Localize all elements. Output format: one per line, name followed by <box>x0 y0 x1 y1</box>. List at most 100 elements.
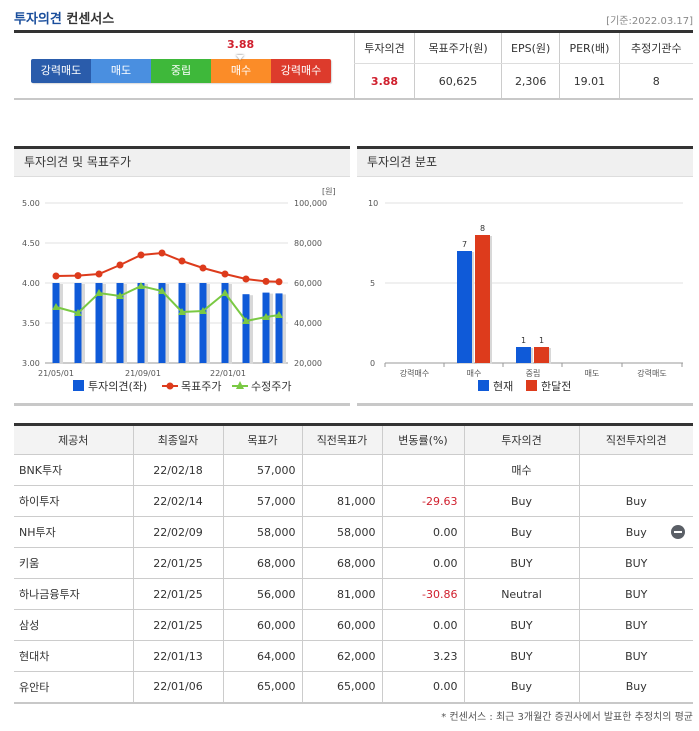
col-header-prev-opinion: 직전투자의견 <box>578 423 693 455</box>
prev-target-cell: 62,000 <box>301 640 382 672</box>
opinion-bar <box>158 283 166 363</box>
change-rate-cell: 0.00 <box>381 547 464 579</box>
adjusted-price-point <box>275 311 283 318</box>
target-price-point <box>275 278 283 286</box>
collapse-minus-icon[interactable] <box>671 525 685 539</box>
target-price-point <box>137 251 145 259</box>
consensus-score-marker: 3.88 <box>227 38 255 51</box>
left-panel-footline <box>14 403 350 406</box>
change-rate-cell: 3.23 <box>381 640 464 672</box>
footnote: * 컨센서스 : 최근 3개월간 증권사에서 발표한 추정치의 평균 <box>441 712 693 723</box>
svg-text:5: 5 <box>370 279 375 288</box>
opinion-bar <box>95 283 103 363</box>
col-header-change: 변동률(%) <box>381 423 464 455</box>
target-price-cell: 60,000 <box>222 609 302 641</box>
svg-text:21/09/01: 21/09/01 <box>125 369 161 378</box>
provider-cell: 키움 <box>14 547 133 579</box>
table-row: 하이투자 22/02/14 57,000 81,000 -29.63 Buy Buy <box>14 485 693 517</box>
svg-text:한달전: 한달전 <box>541 380 571 393</box>
scale-neutral: 중립 <box>151 59 211 83</box>
legend-target-price-marker <box>166 382 174 390</box>
score-pointer-icon <box>236 55 244 60</box>
opinion-cell: Buy <box>463 671 579 704</box>
opinion-cell: Neutral <box>463 578 579 610</box>
prev-target-cell: 60,000 <box>301 609 382 641</box>
svg-text:강력매수: 강력매수 <box>400 368 429 378</box>
prev-opinion-cell: BUY <box>578 609 693 641</box>
prev-target-cell: 81,000 <box>301 578 382 610</box>
provider-cell: 유안타 <box>14 671 133 704</box>
adjusted-price-point <box>221 289 229 296</box>
prev-opinion-cell: BUY <box>578 640 693 672</box>
legend-current-swatch <box>478 380 489 391</box>
svg-text:중립: 중립 <box>526 369 541 378</box>
target-price-point <box>178 257 186 265</box>
change-rate-cell: 0.00 <box>381 516 464 548</box>
provider-cell: 하이투자 <box>14 485 133 517</box>
summary-header: PER(배) <box>559 33 620 64</box>
right-panel-topline <box>357 146 693 149</box>
opinion-bar <box>221 283 229 363</box>
legend-opinion-swatch <box>73 380 84 391</box>
adjusted-price-point <box>116 292 124 299</box>
summary-target-price: 60,625 <box>413 63 502 100</box>
target-price-point <box>116 261 124 269</box>
adjusted-price-point <box>158 287 166 294</box>
left-panel-topline <box>14 146 350 149</box>
summary-header: 목표주가(원) <box>413 33 502 64</box>
col-header-opinion: 투자의견 <box>463 423 579 455</box>
scale-sell: 매도 <box>91 59 151 83</box>
prev-target-cell: 81,000 <box>301 485 382 517</box>
svg-text:수정주가: 수정주가 <box>251 380 291 393</box>
prev-opinion-cell: Buy <box>578 516 693 548</box>
broker-opinion-table: 제공처 최종일자 목표가 직전목표가 변동률(%) 투자의견 직전투자의견 BN… <box>14 423 693 704</box>
legend-adjusted-price-marker <box>236 381 244 389</box>
prev-target-cell: 68,000 <box>301 547 382 579</box>
target-price-point <box>199 264 207 272</box>
adjusted-price-point <box>178 308 186 315</box>
provider-cell: 삼성 <box>14 609 133 641</box>
target-price-point <box>74 272 82 280</box>
change-rate-cell: 0.00 <box>381 609 464 641</box>
opinion-bar <box>199 283 207 363</box>
target-price-cell: 58,000 <box>222 516 302 548</box>
provider-cell: 하나금융투자 <box>14 578 133 610</box>
table-row: NH투자 22/02/09 58,000 58,000 0.00 Buy Buy <box>14 516 693 548</box>
provider-cell: NH투자 <box>14 516 133 548</box>
col-header-date: 최종일자 <box>132 423 223 455</box>
adjusted-price-point <box>137 282 145 289</box>
svg-text:1: 1 <box>539 336 544 345</box>
opinion-distribution-chart: 10 5 0 7 1 8 1 강력매수 매수 중립 매도 강력매도 현재 한달전 <box>368 199 683 393</box>
opinion-bar <box>275 293 283 363</box>
target-price-cell: 64,000 <box>222 640 302 672</box>
target-price-point <box>158 249 166 257</box>
col-header-target: 목표가 <box>222 423 302 455</box>
date-cell: 22/02/18 <box>132 454 223 486</box>
target-price-point <box>95 270 103 278</box>
summary-institution-count: 8 <box>618 63 693 100</box>
target-price-cell: 56,000 <box>222 578 302 610</box>
svg-text:7: 7 <box>462 240 467 249</box>
svg-text:22/01/01: 22/01/01 <box>210 369 246 378</box>
prev-opinion-text: Buy <box>625 525 647 539</box>
adjusted-price-point <box>52 303 60 310</box>
svg-text:목표주가: 목표주가 <box>181 380 221 393</box>
prev-opinion-cell: Buy <box>578 485 693 517</box>
left-panel-title: 투자의견 및 목표주가 <box>14 149 350 177</box>
opinion-bar <box>242 294 250 363</box>
distribution-bar <box>534 347 549 363</box>
prev-target-cell: 58,000 <box>301 516 382 548</box>
summary-opinion-value: 3.88 <box>354 63 415 100</box>
summary-per: 19.01 <box>559 63 620 100</box>
date-cell: 22/01/25 <box>132 609 223 641</box>
opinion-cell: BUY <box>463 547 579 579</box>
svg-text:8: 8 <box>480 224 485 233</box>
svg-text:3.50: 3.50 <box>22 319 40 328</box>
table-row: BNK투자 22/02/18 57,000 매수 <box>14 454 693 486</box>
summary-eps: 2,306 <box>501 63 560 100</box>
svg-text:20,000: 20,000 <box>294 359 322 368</box>
svg-text:강력매도: 강력매도 <box>637 368 666 378</box>
scale-strong-sell: 강력매도 <box>31 59 91 83</box>
svg-text:매도: 매도 <box>585 369 600 378</box>
target-price-cell: 68,000 <box>222 547 302 579</box>
